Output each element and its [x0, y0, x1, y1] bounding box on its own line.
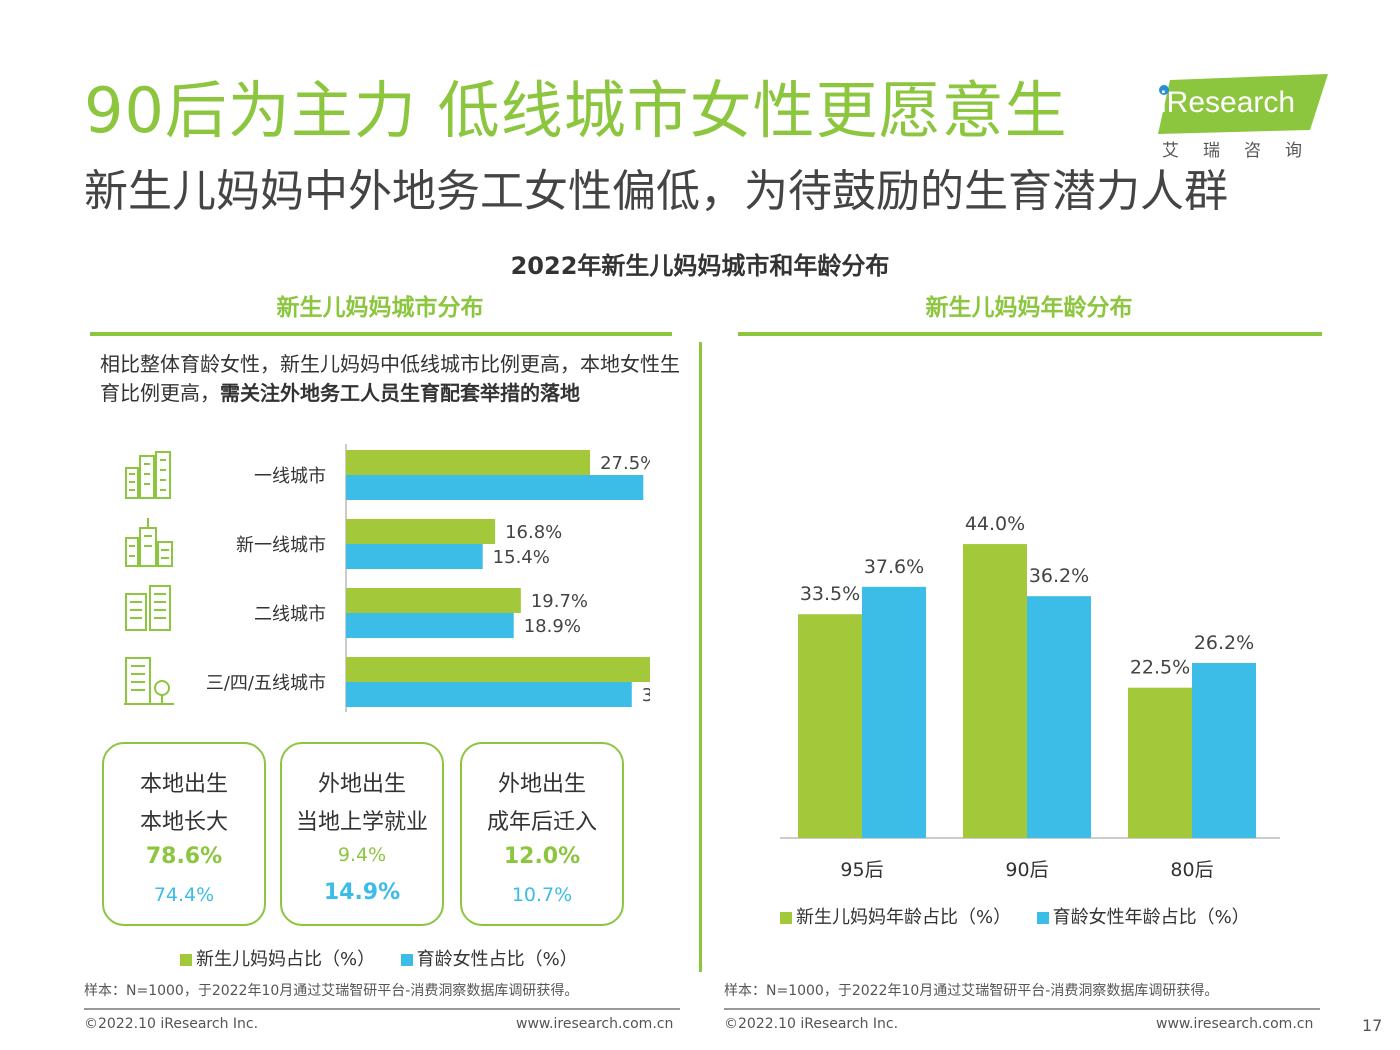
right-title-rule [738, 332, 1322, 336]
vbar-bar [798, 614, 862, 838]
origin-box-line2: 当地上学就业 [295, 810, 428, 835]
hbar-data-label: 27.5% [600, 453, 650, 474]
hbar-bar [346, 682, 632, 707]
hbar-bar [346, 657, 650, 682]
panel-divider [699, 342, 702, 972]
origin-box-line2: 本地长大 [139, 810, 228, 835]
logo-text: iResearch [1160, 86, 1296, 119]
description-bold-text: 需关注外地务工人员生育配套举措的落地 [220, 381, 580, 405]
vbar-bar [1192, 662, 1256, 838]
city-distribution-chart: 一线城市27.5%33.5%新一线城市16.8%15.4%二线城市19.7%18… [206, 444, 650, 712]
vbar-bar [862, 586, 926, 838]
left-source-note: 样本：N=1000，于2022年10月通过艾瑞智研平台-消费洞察数据库调研获得。 [84, 983, 579, 999]
hbar-bar [346, 544, 483, 569]
legend-label: 育龄女性年龄占比（%） [1052, 907, 1250, 928]
city-tier345-icon [124, 657, 174, 705]
hbar-category-label: 一线城市 [254, 466, 326, 487]
legend-label: 新生儿妈妈占比（%） [196, 949, 376, 970]
hbar-category-label: 新一线城市 [236, 535, 326, 556]
city-tier2-icon [125, 585, 171, 631]
origin-box-line1: 外地出生 [317, 772, 406, 797]
origin-box-migrated: 外地出生 成年后迁入 12.0% 10.7% [460, 742, 624, 926]
origin-box-line1: 本地出生 [139, 772, 228, 797]
chart-heading: 2022年新生儿妈妈城市和年龄分布 [510, 252, 890, 280]
hbar-data-label: 15.4% [493, 547, 550, 568]
origin-blue-value: 10.7% [511, 884, 573, 906]
origin-blue-value: 74.4% [153, 884, 215, 906]
hbar-bar [346, 519, 496, 544]
vbar-category-label: 90后 [1005, 859, 1048, 881]
right-footer-rule [724, 1008, 1320, 1010]
origin-green-value: 78.6% [145, 844, 223, 869]
left-website: www.iresearch.com.cn [516, 1016, 674, 1032]
iresearch-logo [1158, 74, 1328, 134]
hbar-bar [346, 450, 591, 475]
right-panel-title: 新生儿妈妈年龄分布 [925, 295, 1133, 321]
hbar-data-label: 16.8% [505, 522, 562, 543]
left-description: 相比整体育龄女性，新生儿妈妈中低线城市比例更高，本地女性生育比例更高，需关注外地… [100, 350, 680, 408]
origin-box-line1: 外地出生 [497, 772, 586, 797]
right-copyright: ©2022.10 iResearch Inc. [724, 1016, 899, 1032]
vbar-data-label: 26.2% [1194, 632, 1254, 654]
origin-green-value: 9.4% [337, 844, 387, 866]
legend-label: 新生儿妈妈年龄占比（%） [796, 907, 1012, 928]
left-panel-title: 新生儿妈妈城市分布 [276, 295, 484, 321]
hbar-bar [346, 475, 644, 500]
origin-box-local: 本地出生 本地长大 78.6% 74.4% [102, 742, 266, 926]
city-tier1-icon [125, 451, 171, 499]
origin-box-line2: 成年后迁入 [486, 810, 597, 835]
left-footer-rule [84, 1008, 680, 1010]
hbar-category-label: 二线城市 [254, 604, 326, 625]
left-legend: 新生儿妈妈占比（%） 育龄女性占比（%） [180, 945, 578, 971]
legend-blue-swatch [400, 954, 413, 966]
legend-green-swatch [180, 954, 192, 966]
hbar-bar [346, 613, 514, 638]
origin-box-work: 外地出生 当地上学就业 9.4% 14.9% [280, 742, 444, 926]
hbar-data-label: 32.2% [642, 685, 650, 706]
page-subtitle: 新生儿妈妈中外地务工女性偏低，为待鼓励的生育潜力人群 [84, 166, 1228, 217]
right-website: www.iresearch.com.cn [1156, 1016, 1314, 1032]
age-distribution-chart: 33.5%37.6% 95后 44.0% 36.2% 90后 22.5%26.2% 80后 [780, 513, 1280, 881]
vbar-data-label: 37.6% [864, 556, 924, 578]
legend-green-swatch [780, 912, 792, 924]
hbar-data-label: 19.7% [531, 591, 588, 612]
logo-chinese-text: 艾瑞咨询 [1162, 141, 1326, 161]
left-title-rule [90, 332, 672, 336]
legend-blue-swatch [1036, 912, 1049, 924]
vbar-category-label: 95后 [840, 859, 883, 881]
vbar-data-label: 33.5% [800, 583, 860, 605]
vbar-data-label: 22.5% [1130, 657, 1190, 679]
description-text: 相比整体育龄女性，新生儿妈妈中低线城市比例更高，本地女性生育比例更高， [100, 352, 680, 405]
origin-green-value: 12.0% [503, 844, 581, 869]
right-legend: 新生儿妈妈年龄占比（%） 育龄女性年龄占比（%） [780, 903, 1250, 929]
hbar-data-label: 18.9% [524, 616, 581, 637]
right-source-note: 样本：N=1000，于2022年10月通过艾瑞智研平台-消费洞察数据库调研获得。 [724, 983, 1219, 999]
vbar-data-label: 36.2% [1029, 565, 1089, 587]
vbar-data-label: 44.0% [965, 513, 1025, 535]
page-title: 90后为主力 低线城市女性更愿意生 [84, 74, 1068, 147]
vbar-bar [1027, 596, 1091, 838]
hbar-bar [346, 588, 521, 613]
vbar-category-label: 80后 [1170, 859, 1213, 881]
city-newtier1-icon [125, 518, 173, 567]
origin-blue-value: 14.9% [323, 880, 401, 905]
hbar-category-label: 三/四/五线城市 [206, 673, 326, 694]
vbar-bar [963, 544, 1027, 838]
page-number: 17 [1362, 1016, 1383, 1035]
left-copyright: ©2022.10 iResearch Inc. [84, 1016, 259, 1032]
legend-label: 育龄女性占比（%） [416, 949, 578, 970]
vbar-bar [1128, 687, 1192, 838]
